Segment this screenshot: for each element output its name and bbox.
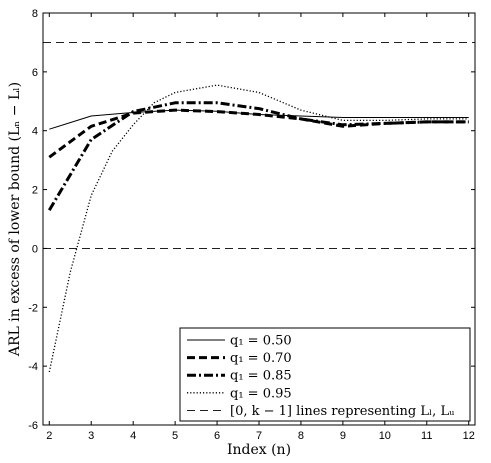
ticks-layer: 2 3 4 5 6 7 8 9 10 11 12 -6 -4 -2 0 2 4 6 8: [28, 8, 475, 442]
y-tick-label: 8: [32, 8, 38, 20]
y-tick-label: -6: [28, 420, 38, 432]
series-layer: [43, 41, 475, 373]
y-tick-label: 6: [32, 67, 38, 79]
x-axis-title: Index (n): [227, 442, 291, 458]
y-axis-title: ARL in excess of lower bound (Lₙ − Lₗ): [7, 82, 23, 357]
y-tick-label: 0: [32, 243, 38, 255]
legend-box: [179, 327, 471, 422]
series-line-3: [48, 84, 469, 373]
y-tick-label: -2: [28, 302, 38, 314]
x-tick-label: 9: [340, 430, 346, 442]
legend-label: [0, k − 1] lines representing Lₗ, Lᵤ: [230, 404, 454, 419]
x-tick-label: 8: [298, 430, 304, 442]
y-tick-label: 4: [32, 126, 38, 138]
x-tick-label: 10: [379, 430, 391, 442]
x-tick-label: 11: [421, 430, 432, 442]
legend-label: q₁ = 0.95: [230, 386, 292, 401]
x-tick-label: 2: [46, 430, 52, 442]
x-tick-label: 5: [172, 430, 178, 442]
x-tick-label: 7: [256, 430, 262, 442]
legend-label: q₁ = 0.85: [230, 369, 292, 384]
series-line-2: [48, 101, 469, 211]
series-line-1: [48, 108, 469, 159]
y-tick-label: -4: [28, 361, 38, 373]
legend: q₁ = 0.50 q₁ = 0.70 q₁ = 0.85 q₁ = 0.95 [0, …: [179, 327, 471, 422]
legend-label: q₁ = 0.70: [230, 351, 292, 366]
x-tick-label: 3: [88, 430, 94, 442]
x-tick-label: 12: [463, 430, 475, 442]
x-tick-label: 4: [130, 430, 136, 442]
y-tick-label: 2: [32, 185, 38, 197]
x-tick-label: 6: [214, 430, 220, 442]
legend-label: q₁ = 0.50: [230, 334, 292, 349]
